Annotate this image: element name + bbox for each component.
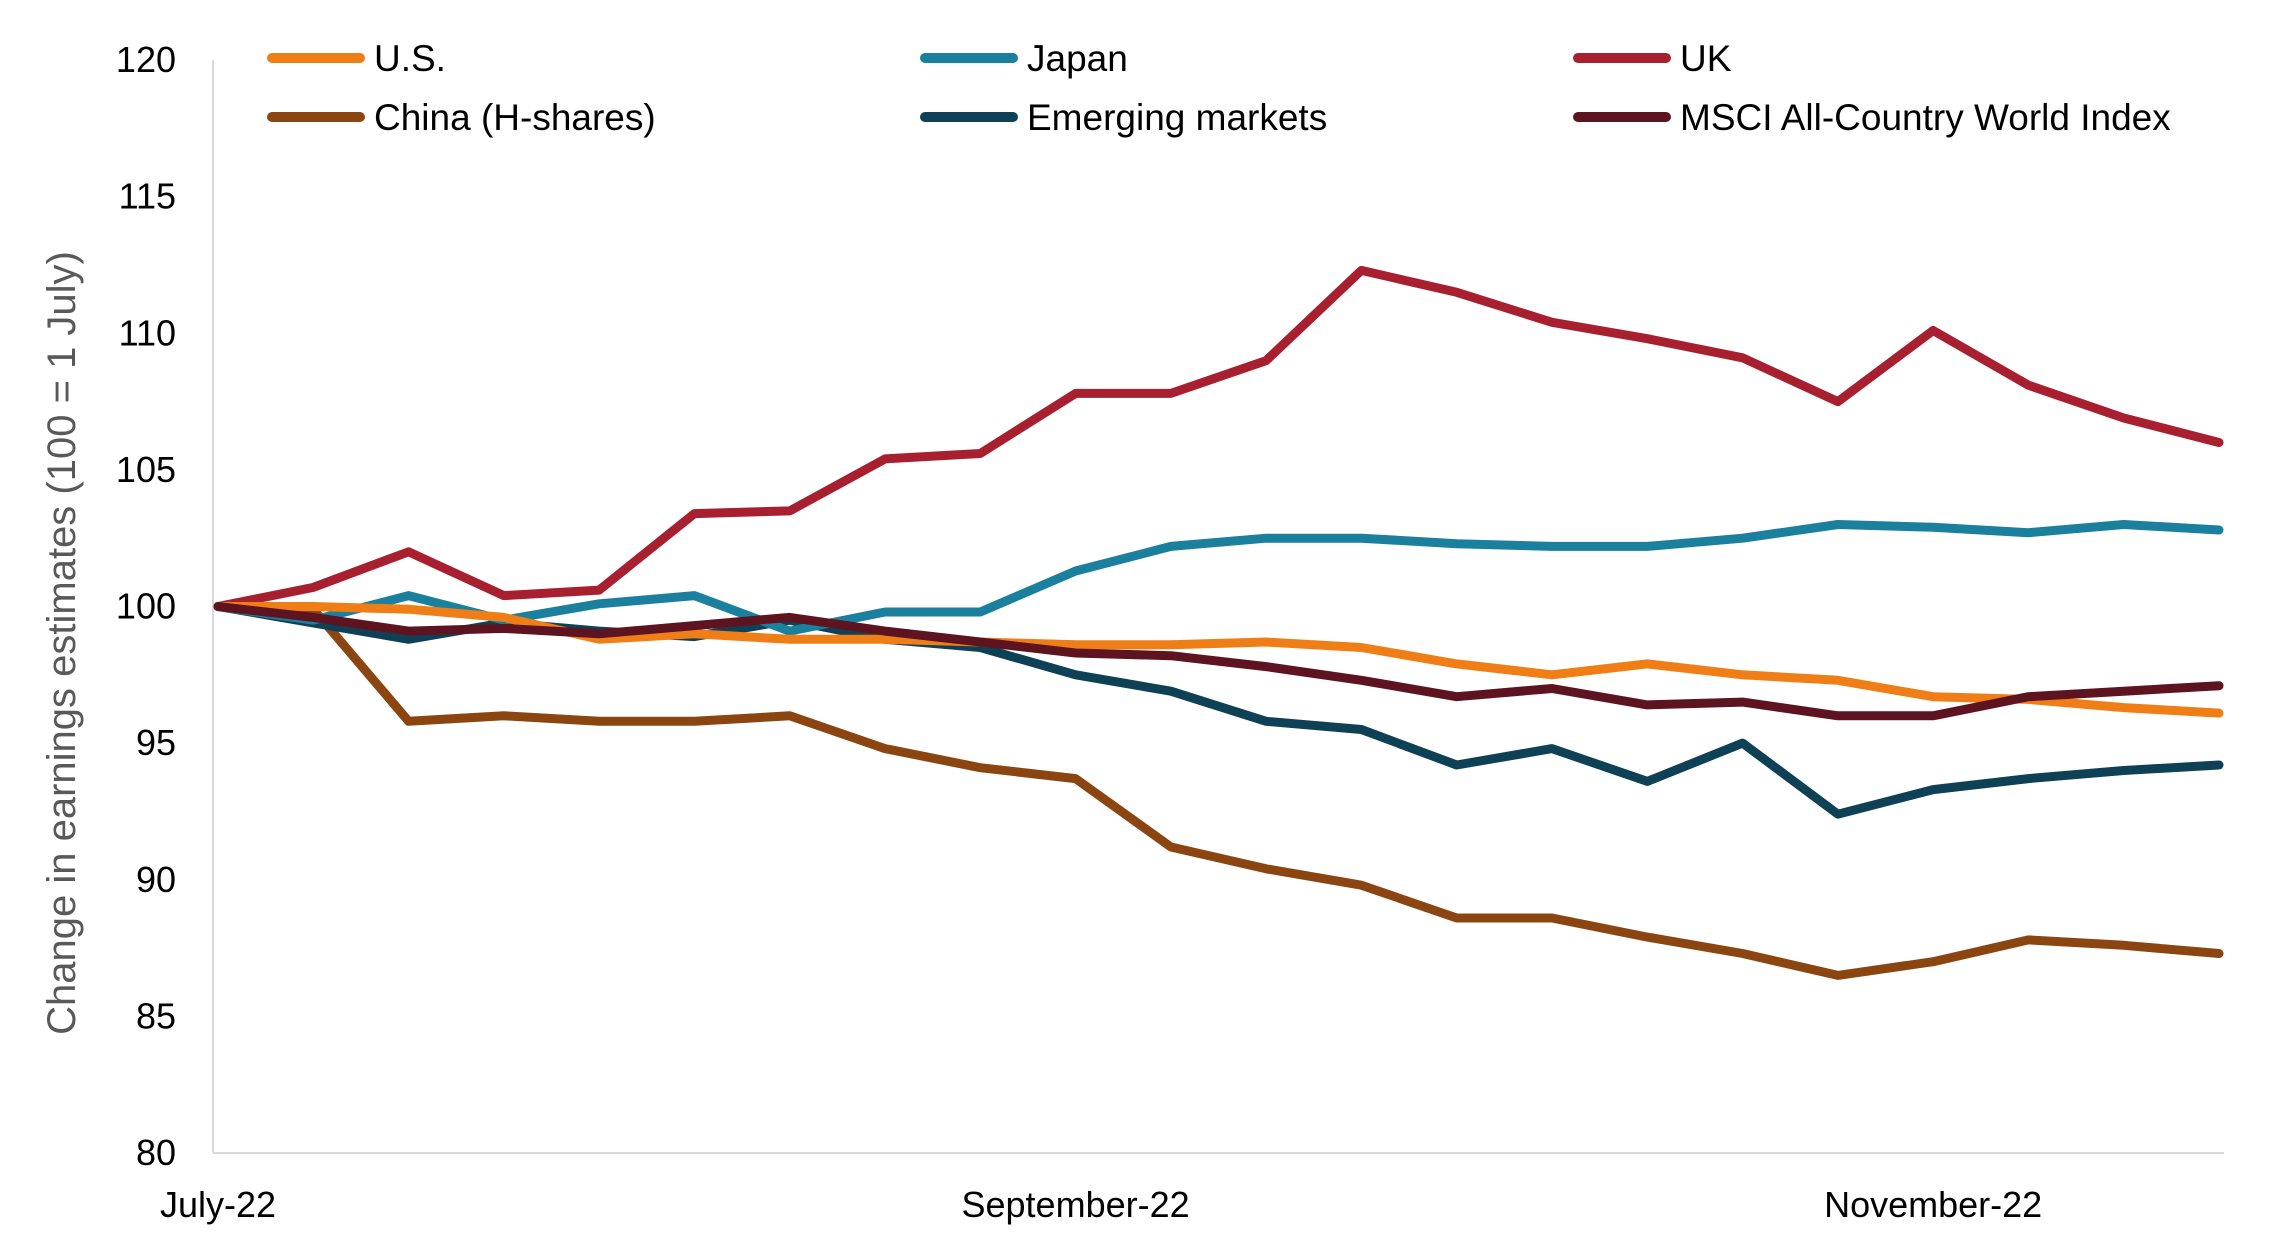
x-tick-label: November-22 bbox=[1824, 1184, 2042, 1225]
x-tick-label: July-22 bbox=[160, 1184, 276, 1225]
y-tick-label: 105 bbox=[116, 449, 176, 490]
legend-label-msci-all-country-world-index: MSCI All-Country World Index bbox=[1680, 97, 2171, 138]
legend-label-china-h-shares: China (H-shares) bbox=[374, 97, 656, 138]
series-line-emerging-markets bbox=[213, 602, 2224, 819]
y-tick-label: 120 bbox=[116, 39, 176, 80]
x-tick-labels: July-22 September-22 November-22 bbox=[160, 1184, 2042, 1225]
y-tick-labels: 80 85 90 95 100 105 110 115 120 bbox=[116, 39, 176, 1173]
x-tick-label: September-22 bbox=[962, 1184, 1190, 1225]
y-axis-title: Change in earnings estimates (100 = 1 Ju… bbox=[40, 251, 84, 1035]
y-tick-label: 85 bbox=[136, 995, 176, 1036]
y-tick-label: 110 bbox=[119, 312, 176, 353]
series-lines bbox=[213, 265, 2224, 980]
y-tick-label: 100 bbox=[116, 586, 176, 627]
legend-label-u-s: U.S. bbox=[374, 38, 446, 79]
y-tick-label: 90 bbox=[136, 859, 176, 900]
legend-label-emerging-markets: Emerging markets bbox=[1027, 97, 1327, 138]
y-tick-label: 80 bbox=[136, 1132, 176, 1173]
y-axis-title-group: Change in earnings estimates (100 = 1 Ju… bbox=[40, 251, 84, 1035]
series-line-japan bbox=[213, 520, 2224, 636]
series-line-uk bbox=[213, 265, 2224, 611]
series-line-china-h-shares bbox=[213, 602, 2224, 980]
legend-label-uk: UK bbox=[1680, 38, 1732, 79]
legend: U.S. Japan UK China (H-shares) Emerging mark… bbox=[267, 38, 2171, 138]
y-tick-label: 115 bbox=[119, 176, 176, 217]
series-line-msci-all-country-world-index bbox=[213, 602, 2224, 721]
legend-label-japan: Japan bbox=[1027, 38, 1128, 79]
y-tick-label: 95 bbox=[136, 722, 176, 763]
